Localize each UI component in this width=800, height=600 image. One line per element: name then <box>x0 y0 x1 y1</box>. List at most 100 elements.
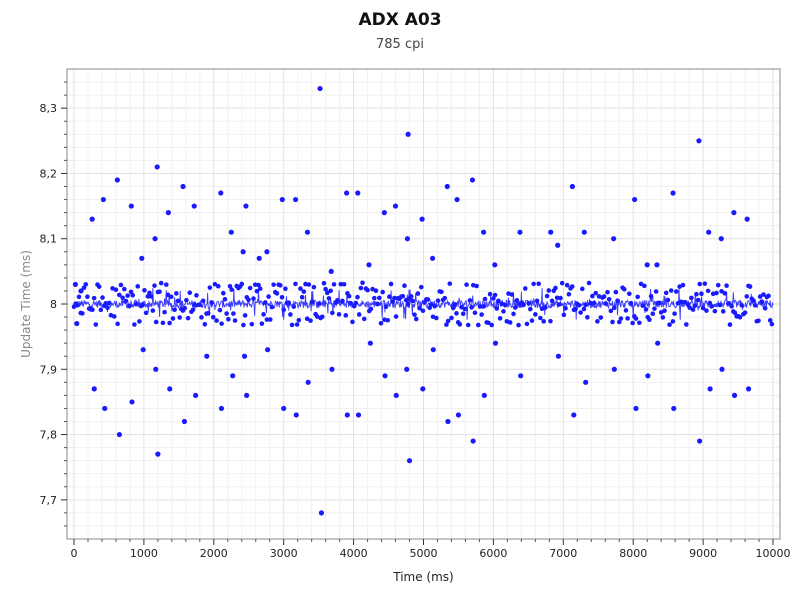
data-point <box>442 295 448 301</box>
data-point <box>482 296 488 302</box>
data-point <box>292 196 299 203</box>
data-point <box>355 294 360 300</box>
data-point <box>418 284 424 290</box>
data-point <box>449 315 454 321</box>
data-point <box>518 373 524 379</box>
data-point <box>635 294 640 300</box>
data-point <box>521 302 526 308</box>
data-point <box>264 249 270 255</box>
data-point <box>494 306 500 311</box>
data-point <box>556 302 562 307</box>
data-point <box>200 298 206 304</box>
data-point <box>598 315 604 320</box>
data-point <box>655 340 661 346</box>
data-point <box>135 284 141 289</box>
data-point <box>496 298 501 304</box>
y-tick-label: 8,3 <box>40 102 58 115</box>
data-point <box>534 298 540 304</box>
data-point <box>264 317 270 322</box>
data-point <box>445 318 451 324</box>
data-point <box>419 216 425 222</box>
data-point <box>93 322 99 327</box>
data-point <box>481 229 487 235</box>
data-point <box>718 236 724 242</box>
data-point <box>209 300 214 305</box>
data-point <box>241 353 248 359</box>
data-point <box>697 438 703 444</box>
data-point <box>279 196 285 203</box>
data-point <box>566 291 572 297</box>
data-point <box>311 284 317 290</box>
data-point <box>74 320 80 327</box>
data-point <box>241 322 246 328</box>
data-point <box>445 418 451 425</box>
data-point <box>611 236 617 242</box>
data-point <box>548 318 553 324</box>
data-point <box>719 288 724 294</box>
data-point <box>610 319 615 325</box>
data-point <box>393 314 399 319</box>
data-point <box>705 288 711 294</box>
data-point <box>694 291 699 297</box>
data-point <box>385 317 391 323</box>
data-point <box>559 280 565 286</box>
data-point <box>645 373 651 379</box>
data-point <box>697 281 703 287</box>
data-point <box>191 203 197 209</box>
data-point <box>239 281 245 287</box>
data-point <box>100 295 105 300</box>
data-point <box>304 316 310 322</box>
data-point <box>155 451 161 457</box>
data-point <box>476 322 481 328</box>
data-point <box>707 300 713 306</box>
data-point <box>127 303 132 309</box>
chart-title: ADX A03 <box>358 10 442 30</box>
data-point <box>122 286 127 292</box>
data-point <box>383 304 389 310</box>
data-point <box>318 510 325 516</box>
x-tick-label: 4000 <box>340 547 368 560</box>
data-point <box>707 386 713 392</box>
data-point <box>168 294 174 300</box>
data-point <box>454 311 459 316</box>
data-point <box>613 289 619 295</box>
data-point <box>699 291 704 297</box>
data-point <box>261 312 266 317</box>
data-point <box>361 316 367 322</box>
data-point <box>720 309 726 314</box>
data-point <box>353 300 359 306</box>
data-point <box>72 281 78 288</box>
data-point <box>512 305 518 310</box>
data-point <box>204 353 210 359</box>
y-tick-label: 8 <box>50 298 57 311</box>
data-point <box>368 306 374 312</box>
data-point <box>152 283 157 288</box>
data-point <box>299 294 305 300</box>
data-point <box>481 392 487 398</box>
y-axis-label: Update Time (ms) <box>19 250 33 358</box>
data-point <box>670 190 676 196</box>
data-point <box>454 196 460 203</box>
data-point <box>367 340 373 346</box>
data-point <box>91 295 97 301</box>
data-point <box>434 315 439 321</box>
data-point <box>715 282 721 288</box>
data-point <box>444 322 449 327</box>
data-point <box>511 311 516 317</box>
data-point <box>252 282 258 287</box>
data-point <box>489 322 495 328</box>
data-point <box>288 312 293 317</box>
data-point <box>111 314 117 319</box>
data-point <box>415 291 421 296</box>
series-points-group <box>71 85 775 516</box>
data-point <box>185 315 191 321</box>
data-point <box>116 292 122 298</box>
data-point <box>725 301 731 306</box>
data-point <box>267 317 273 322</box>
data-point <box>731 392 738 398</box>
data-point <box>486 320 491 326</box>
axis-ticks: 0 1000 2000 3000 4000 5000 6000 7000 8000 9000 100… <box>40 81 791 560</box>
data-point <box>404 366 410 372</box>
data-point <box>615 298 620 303</box>
data-point <box>507 320 513 325</box>
